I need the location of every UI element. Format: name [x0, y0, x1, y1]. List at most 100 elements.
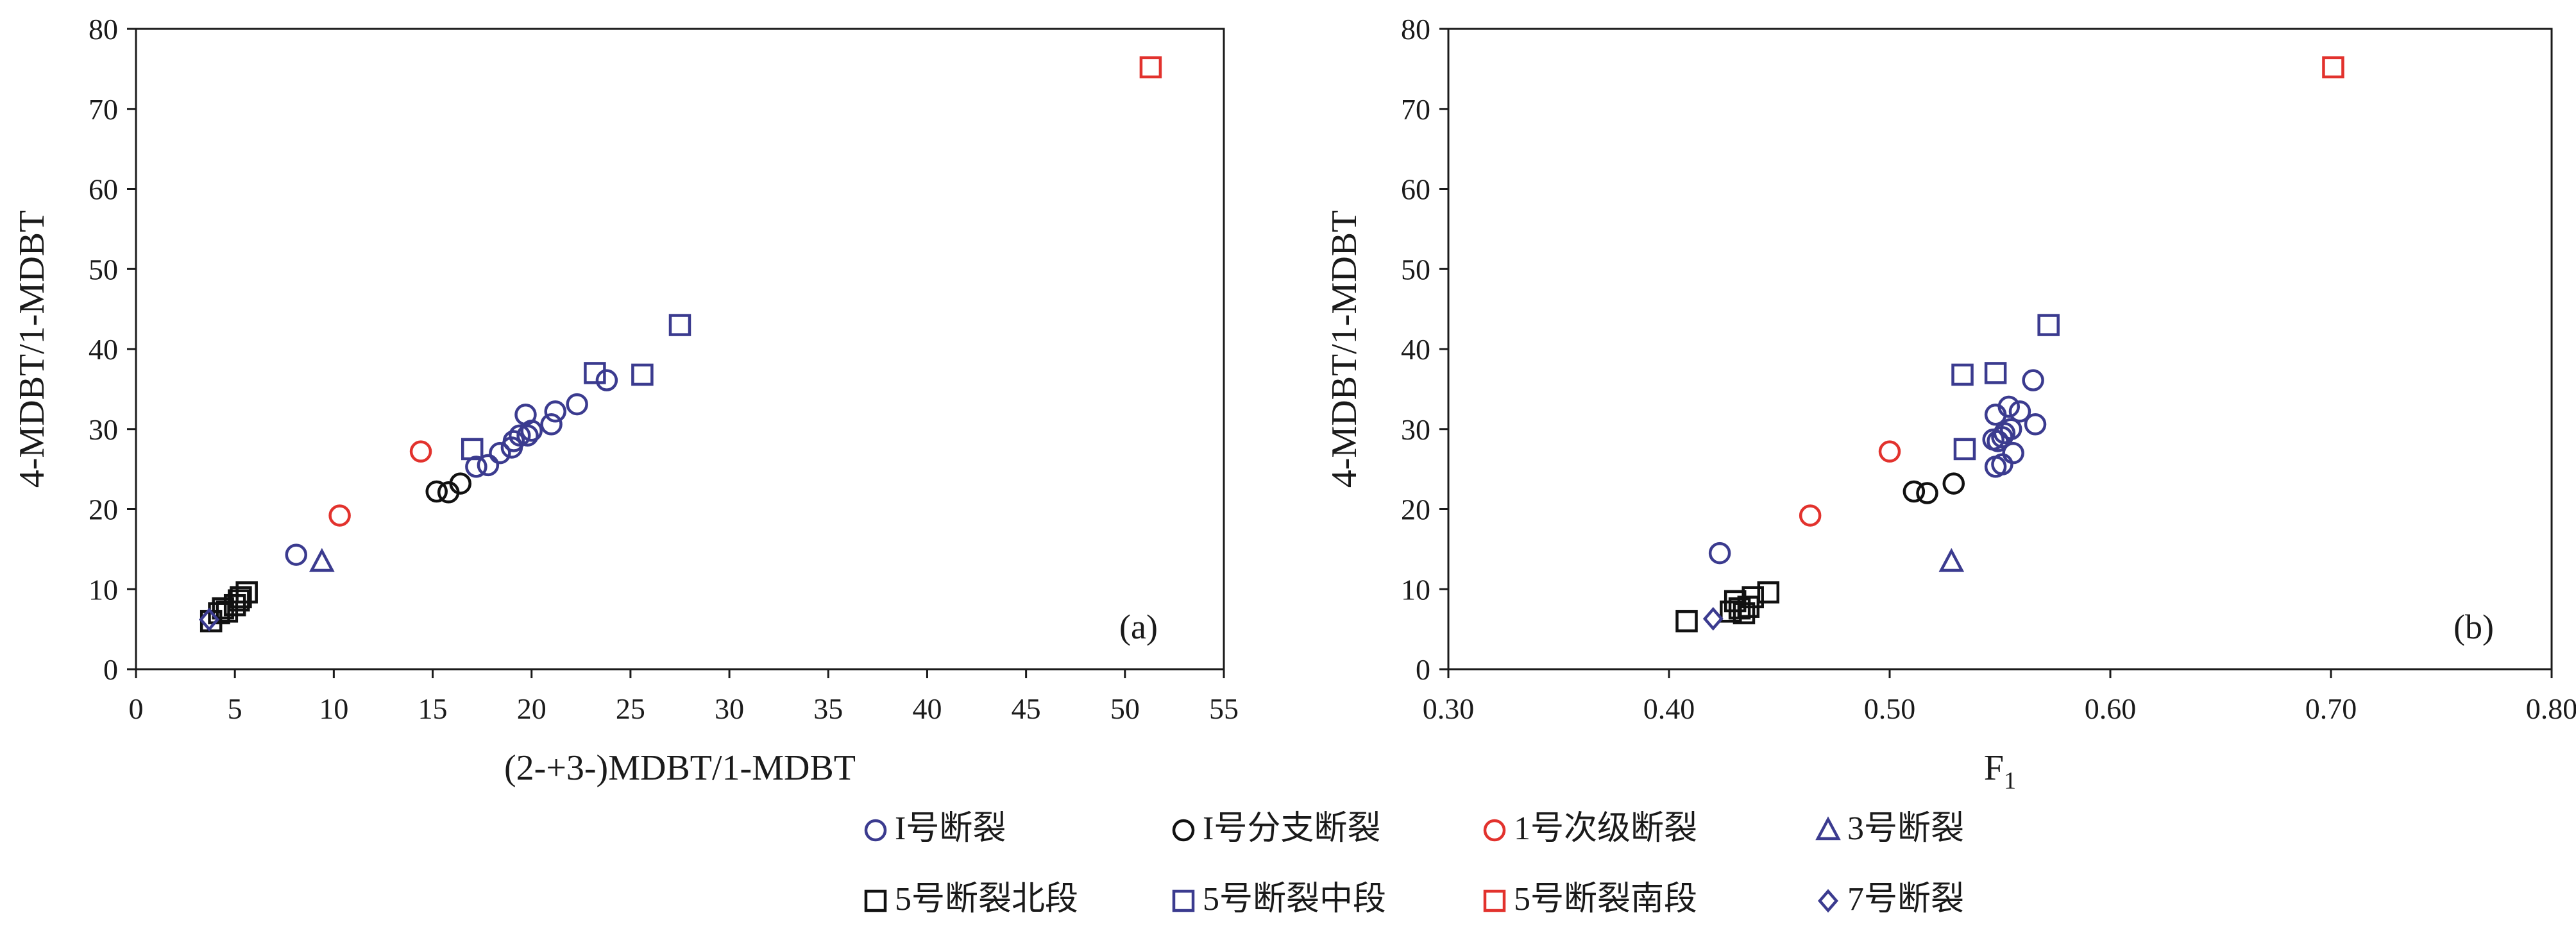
- x-tick-label: 0: [129, 692, 144, 725]
- data-point: [1702, 606, 1724, 631]
- legend-label: I号分支断裂: [1203, 810, 1380, 847]
- chart-panel-2: 0.30 0.40 0.50 0.60 0.70 0.80 0 10 20 30 40 50 60 70 8…: [1325, 13, 2576, 794]
- panel-label: (b): [2453, 608, 2494, 646]
- data-point: [228, 589, 250, 611]
- series-circle: [1902, 472, 1965, 504]
- data-point: [465, 456, 487, 478]
- data-point: [1938, 548, 1965, 572]
- x-tick-label: 35: [813, 692, 843, 725]
- data-point: [1139, 56, 1162, 79]
- data-point: [425, 480, 448, 503]
- data-point: [449, 472, 471, 495]
- data-point: [1675, 610, 1698, 633]
- series-circle: [1708, 369, 2047, 565]
- data-point: [235, 581, 258, 604]
- legend-item: 5号断裂中段: [1172, 881, 1386, 918]
- x-tick-label: 45: [1012, 692, 1041, 725]
- y-tick-label: 0: [1416, 653, 1430, 686]
- series-circle: [285, 369, 618, 566]
- data-point: [1953, 438, 1976, 461]
- x-tick-label: 40: [912, 692, 942, 725]
- data-point: [514, 404, 537, 426]
- series-square: [461, 314, 691, 461]
- legend-label: 5号断裂南段: [1514, 881, 1697, 918]
- series-square: [199, 581, 258, 633]
- y-tick-label: 60: [89, 173, 118, 206]
- chart-panel-1: 0 5 10 15 20 25 30 35 40 45 50 55 0 10 20 30 40 50 60 70 80 (…: [12, 13, 1239, 788]
- data-point: [668, 314, 691, 336]
- y-tick-label: 10: [89, 573, 118, 606]
- legend-label: 3号断裂: [1847, 810, 1964, 847]
- x-tick-label: 25: [616, 692, 645, 725]
- data-point: [2008, 400, 2031, 423]
- data-point: [1984, 362, 2007, 384]
- legend-marker: [1815, 816, 1841, 841]
- series-triangle: [1938, 548, 1965, 572]
- data-point: [1757, 581, 1780, 604]
- data-point: [199, 608, 220, 632]
- x-tick-label: 5: [228, 692, 242, 725]
- y-tick-label: 20: [1401, 493, 1430, 526]
- x-tick-label: 0.40: [1643, 692, 1695, 725]
- series-square: [1139, 56, 1162, 79]
- series-circle: [1799, 440, 1901, 527]
- data-point: [285, 543, 308, 566]
- legend-marker: [1818, 889, 1838, 913]
- x-axis-title: (2-+3-)MDBT/1-MDBT: [504, 748, 856, 788]
- data-point: [489, 441, 511, 465]
- legend-item: 5号断裂南段: [1483, 881, 1697, 918]
- data-point: [631, 363, 654, 386]
- legend-marker: [1483, 819, 1506, 842]
- x-tick-label: 15: [418, 692, 448, 725]
- data-point: [544, 400, 566, 423]
- legend-marker: [1483, 889, 1506, 912]
- series-square: [1675, 581, 1780, 633]
- data-point: [516, 424, 539, 447]
- data-point: [328, 504, 351, 527]
- y-tick-label: 80: [89, 13, 118, 46]
- data-point: [540, 413, 563, 436]
- x-tick-label: 10: [319, 692, 348, 725]
- series-circle: [328, 440, 432, 527]
- data-point: [566, 393, 588, 416]
- y-tick-label: 40: [89, 333, 118, 366]
- data-point: [2037, 314, 2060, 336]
- data-point: [212, 597, 234, 620]
- legend-item: 5号断裂北段: [864, 881, 1078, 918]
- data-point: [216, 600, 239, 623]
- data-point: [1991, 453, 2013, 475]
- y-tick-label: 0: [103, 653, 118, 686]
- x-axis-title-subscript: 1: [2004, 767, 2016, 794]
- data-point: [1799, 504, 1822, 527]
- data-point: [502, 430, 525, 452]
- data-point: [1999, 418, 2022, 440]
- y-tick-label: 30: [1401, 413, 1430, 446]
- legend-item: 1号次级断裂: [1483, 810, 1697, 847]
- legend-item: 7号断裂: [1818, 881, 1964, 918]
- legend-marker: [864, 889, 887, 912]
- y-tick-label: 50: [1401, 253, 1430, 286]
- y-tick-label: 20: [89, 493, 118, 526]
- data-point: [409, 440, 432, 463]
- legend-label: I号断裂: [895, 810, 1006, 847]
- data-point: [1982, 428, 2004, 451]
- legend-label: 1号次级断裂: [1514, 810, 1697, 847]
- data-point: [223, 594, 246, 617]
- series-circle: [425, 472, 471, 504]
- legend: I号断裂 I号分支断裂 1号次级断裂 3号断裂 5号断裂北段 5号断裂中段 5号断裂南段 7号…: [864, 810, 1964, 918]
- legend-marker: [864, 819, 887, 842]
- data-point: [1916, 482, 1938, 504]
- plot-frame: [135, 28, 1225, 671]
- series-diamond: [1702, 606, 1724, 631]
- legend-marker: [1172, 889, 1195, 912]
- data-point: [309, 548, 335, 572]
- y-tick-label: 10: [1401, 573, 1430, 606]
- data-point: [2022, 369, 2044, 391]
- data-point: [1997, 395, 2021, 418]
- y-tick-label: 70: [89, 93, 118, 126]
- legend-label: 5号断裂中段: [1203, 881, 1386, 918]
- data-point: [477, 454, 500, 477]
- data-point: [1902, 480, 1926, 503]
- data-point: [595, 369, 618, 391]
